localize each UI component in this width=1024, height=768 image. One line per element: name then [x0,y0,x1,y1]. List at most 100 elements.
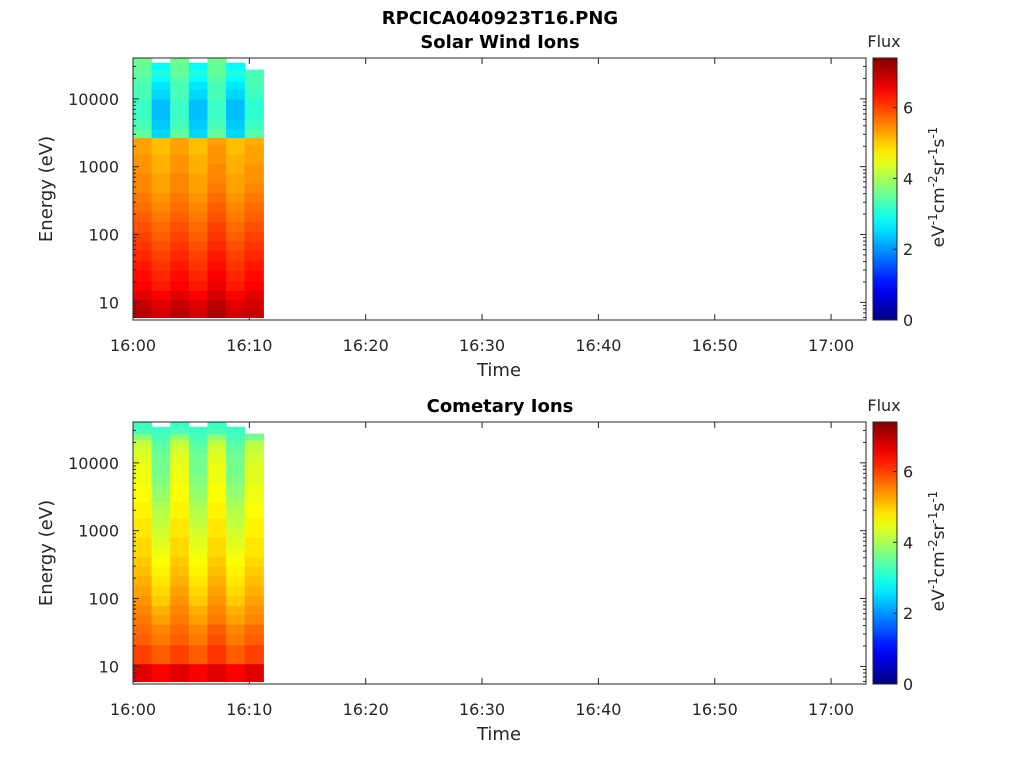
heatmap-cell [244,137,264,145]
heatmap-cell [207,501,227,509]
heatmap-cell [188,98,209,110]
heatmap-cell [207,644,227,656]
x-tick-label: 16:20 [343,336,389,355]
heatmap-cell [188,644,209,656]
heatmap-cell [226,144,246,155]
heatmap-cell [244,250,264,261]
heatmap-cell [170,182,190,193]
heatmap-cell [226,75,246,83]
heatmap-cell [133,517,153,529]
heatmap-cell [207,445,227,454]
heatmap-cell [151,527,171,538]
heatmap-cell [170,270,190,282]
heatmap-cell [151,290,171,301]
heatmap-cell [207,595,227,606]
x-tick-label: 17:00 [808,336,854,355]
plot-frame [132,57,867,321]
heatmap-cell [133,260,153,271]
x-tick-label: 16:40 [575,700,621,719]
heatmap-cell [226,299,246,310]
heatmap-cell [207,452,227,464]
heatmap-cell [188,163,209,174]
plot-frame [132,421,867,685]
heatmap-cell [226,290,246,301]
colorbar: 0 2 4 6 Flux eV-1cm-2sr-1s-1 [867,396,949,694]
heatmap-cell [226,566,246,577]
heatmap-cell [207,88,227,100]
heatmap-cell [244,663,264,674]
heatmap-cell [170,231,190,242]
heatmap-cell [226,501,246,509]
heatmap-cell [207,58,227,64]
heatmap-cell [207,508,227,519]
heatmap-cell [133,81,153,90]
heatmap-cell [151,546,171,557]
heatmap-cell [188,221,209,233]
heatmap-cell [188,527,209,538]
panel-1: 16:00 16:10 16:20 16:30 16:40 16:50 17:00 10 100… [36,32,949,381]
heatmap-cell [170,290,190,301]
heatmap-cell [244,98,264,110]
heatmap-cell [151,556,171,567]
heatmap-cell [133,221,153,233]
heatmap-cell [151,270,171,282]
heatmap-cell [226,128,246,139]
y-tick-label: 10000 [68,90,119,109]
heatmap-cell [151,192,171,203]
heatmap-cell [133,508,153,519]
heatmap-cell [151,62,171,71]
heatmap-cell [151,605,171,616]
heatmap-cell [188,280,209,292]
heatmap-cell [151,202,171,213]
colorbar-units-label: eV-1cm-2sr-1s-1 [926,127,949,248]
heatmap-cell [188,501,209,509]
heatmap-cell [188,299,209,310]
heatmap-cell [226,663,246,674]
heatmap-cell [226,98,246,110]
heatmap-cell [188,445,209,454]
panel-title: Cometary Ions [427,396,574,417]
heatmap-cell [226,109,246,120]
heatmap-cell [188,556,209,567]
heatmap-cell [244,299,264,310]
heatmap-cell [133,546,153,557]
heatmap-cell [151,537,171,548]
heatmap-cell [188,144,209,155]
x-tick-label: 16:30 [459,700,505,719]
heatmap-cell [133,537,153,548]
heatmap-cell [226,426,246,435]
heatmap-cell [207,137,227,145]
heatmap-cell [207,144,227,155]
heatmap-cell [151,163,171,174]
heatmap-cell [151,462,171,474]
colorbar-gradient [872,421,898,685]
heatmap-cell [170,144,190,155]
heatmap-cell [226,433,246,441]
heatmap-cell [244,173,264,184]
heatmap-cell [170,508,190,519]
heatmap-cell [170,128,190,139]
heatmap-cell [226,624,246,635]
heatmap-cell [188,508,209,519]
heatmap-cell [188,153,209,165]
heatmap-cell [244,517,264,529]
colorbar-title: Flux [867,32,900,51]
heatmap-cell [244,144,264,155]
heatmap-cell [207,173,227,184]
heatmap-cell [226,605,246,616]
heatmap-cell [151,575,171,587]
y-tick-label: 10 [99,293,119,312]
heatmap-cell [207,439,227,447]
heatmap-cell [244,556,264,567]
heatmap-cell [133,462,153,474]
y-tick-label: 1000 [78,158,119,177]
heatmap-cell [207,153,227,165]
x-tick-label: 16:50 [692,700,738,719]
heatmap-cell [133,492,153,503]
y-tick-label: 10 [99,657,119,676]
heatmap-cell [133,182,153,193]
heatmap-cell [133,231,153,242]
colorbar-units-label: eV-1cm-2sr-1s-1 [926,491,949,612]
heatmap-cell [151,221,171,233]
heatmap-cell [188,137,209,145]
